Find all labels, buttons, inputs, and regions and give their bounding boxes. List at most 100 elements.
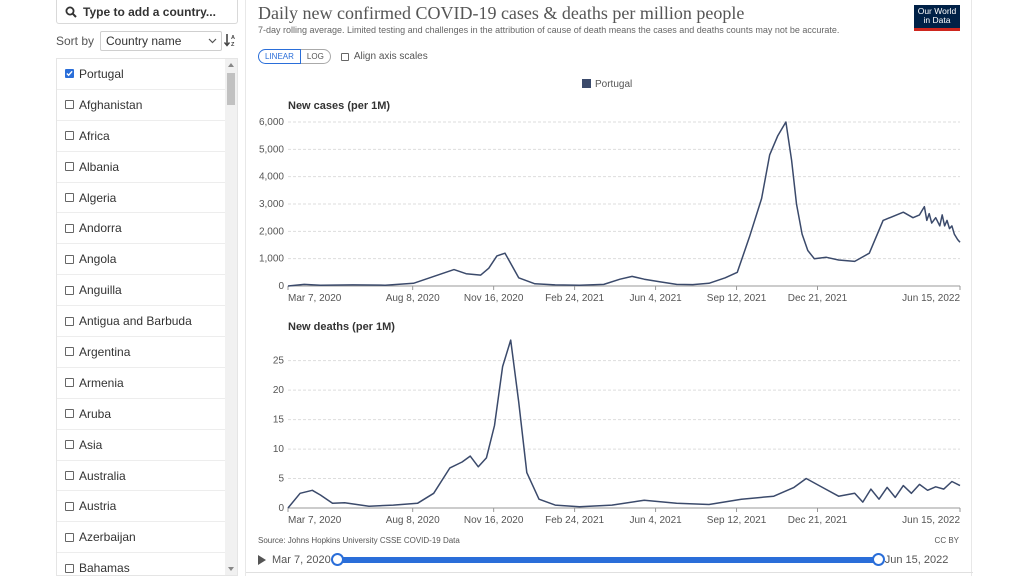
country-checkbox[interactable] [65, 501, 74, 511]
bottom-tab-bar [246, 572, 973, 576]
left-gutter [0, 0, 56, 576]
country-search-input[interactable] [83, 4, 233, 19]
country-label: Austria [79, 499, 117, 514]
country-item[interactable]: Bahamas [57, 553, 225, 575]
country-item[interactable]: Afghanistan [57, 90, 225, 121]
country-item[interactable]: Anguilla [57, 275, 225, 307]
legend-label: Portugal [595, 79, 632, 90]
country-checkbox[interactable] [65, 254, 74, 264]
x-tick-label: Sep 12, 2021 [707, 515, 767, 526]
x-tick-label: Feb 24, 2021 [545, 515, 604, 526]
country-label: Azerbaijan [79, 530, 136, 545]
scroll-down-arrow-icon[interactable] [228, 567, 234, 571]
y-tick-label: 2,000 [259, 226, 284, 237]
x-tick-label: Jun 4, 2021 [629, 515, 682, 526]
country-checkbox[interactable] [65, 563, 74, 573]
align-axis-label: Align axis scales [353, 51, 428, 62]
timeline-track[interactable] [330, 553, 885, 566]
country-checkbox[interactable] [65, 193, 74, 202]
license-text[interactable]: CC BY [934, 536, 959, 545]
sort-order-icon[interactable]: A Z [224, 33, 238, 47]
country-item[interactable]: Azerbaijan [57, 522, 225, 554]
checkmark-icon [66, 71, 73, 77]
align-axis-checkbox[interactable]: Align axis scales [340, 51, 428, 62]
country-checkbox[interactable] [65, 532, 74, 542]
owid-logo[interactable]: Our World in Data [914, 5, 960, 31]
country-label: Andorra [79, 221, 122, 236]
country-label: Algeria [79, 190, 117, 205]
country-checkbox[interactable] [65, 100, 74, 110]
country-label: Asia [79, 437, 103, 452]
linear-scale-button[interactable]: LINEAR [258, 49, 301, 64]
country-checkbox[interactable] [65, 471, 74, 481]
svg-text:Z: Z [231, 42, 235, 47]
source-text: Source: Johns Hopkins University CSSE CO… [258, 536, 460, 545]
country-list: Portugal Afghanistan Africa Albania Algeria A… [56, 58, 238, 576]
x-tick-label: Nov 16, 2020 [464, 515, 524, 526]
country-item[interactable]: Albania [57, 152, 225, 183]
x-tick-label: Jun 15, 2022 [902, 293, 960, 304]
country-label: Afghanistan [79, 97, 143, 112]
country-checkbox[interactable] [65, 69, 74, 79]
timeline-start-handle[interactable] [330, 553, 344, 566]
country-list-scrollbar[interactable] [225, 59, 237, 575]
country-checkbox[interactable] [65, 223, 74, 233]
country-label: Angola [79, 252, 117, 267]
country-label: Africa [79, 128, 110, 143]
y-tick-label: 5,000 [259, 144, 284, 155]
country-checkbox[interactable] [65, 316, 74, 326]
y-tick-label: 0 [278, 281, 284, 292]
logo-line-1: Our World [917, 6, 957, 16]
country-checkbox[interactable] [65, 131, 74, 141]
chart-controls: LINEAR LOG Align axis scales [258, 49, 428, 64]
search-icon [65, 6, 77, 18]
x-tick-label: Dec 21, 2021 [788, 515, 848, 526]
country-checkbox[interactable] [65, 285, 74, 295]
country-checkbox[interactable] [65, 347, 74, 357]
sort-label: Sort by [56, 34, 95, 48]
y-tick-label: 25 [273, 356, 285, 367]
country-item[interactable]: Asia [57, 430, 225, 461]
play-icon[interactable] [258, 555, 266, 565]
scroll-up-arrow-icon[interactable] [228, 63, 234, 67]
country-item[interactable]: Austria [57, 491, 225, 523]
country-checkbox[interactable] [65, 162, 74, 172]
x-tick-label: Nov 16, 2020 [464, 293, 524, 304]
country-item[interactable]: Africa [57, 121, 225, 152]
country-search-box[interactable] [56, 0, 238, 24]
y-tick-label: 15 [273, 415, 285, 426]
log-scale-button[interactable]: LOG [300, 49, 331, 64]
timeline-end-date: Jun 15, 2022 [884, 554, 949, 566]
country-item[interactable]: Argentina [57, 337, 225, 368]
country-checkbox[interactable] [65, 378, 74, 388]
country-item[interactable]: Australia [57, 461, 225, 492]
country-checkbox[interactable] [65, 440, 74, 450]
chart-subtitle: 7-day rolling average. Limited testing a… [258, 25, 840, 35]
y-tick-label: 6,000 [259, 117, 284, 128]
sort-select[interactable]: Country name [100, 31, 223, 51]
timeline-end-handle[interactable] [871, 553, 885, 566]
country-item[interactable]: Andorra [57, 213, 225, 245]
y-tick-label: 4,000 [259, 172, 284, 183]
panel-title: New deaths (per 1M) [288, 321, 395, 333]
country-selector-sidebar: Sort by Country name A Z Portugal Afghani… [56, 0, 238, 576]
legend-swatch [582, 79, 591, 88]
y-tick-label: 3,000 [259, 199, 284, 210]
country-item[interactable]: Algeria [57, 183, 225, 214]
country-label: Australia [79, 468, 126, 483]
series-line-portugal [287, 121, 961, 287]
country-item[interactable]: Aruba [57, 399, 225, 430]
scroll-thumb[interactable] [227, 73, 235, 105]
svg-text:A: A [231, 35, 235, 41]
x-tick-label: Jun 15, 2022 [902, 515, 960, 526]
country-checkbox[interactable] [65, 409, 74, 419]
country-item[interactable]: Angola [57, 244, 225, 276]
y-tick-label: 0 [278, 503, 284, 514]
country-item[interactable]: Portugal [57, 59, 225, 90]
x-tick-label: Mar 7, 2020 [288, 515, 342, 526]
country-item[interactable]: Antigua and Barbuda [57, 306, 225, 338]
chevron-down-icon [208, 38, 217, 44]
country-item[interactable]: Armenia [57, 368, 225, 399]
align-checkbox-box[interactable] [340, 52, 349, 61]
country-items: Portugal Afghanistan Africa Albania Algeria A… [57, 59, 237, 575]
